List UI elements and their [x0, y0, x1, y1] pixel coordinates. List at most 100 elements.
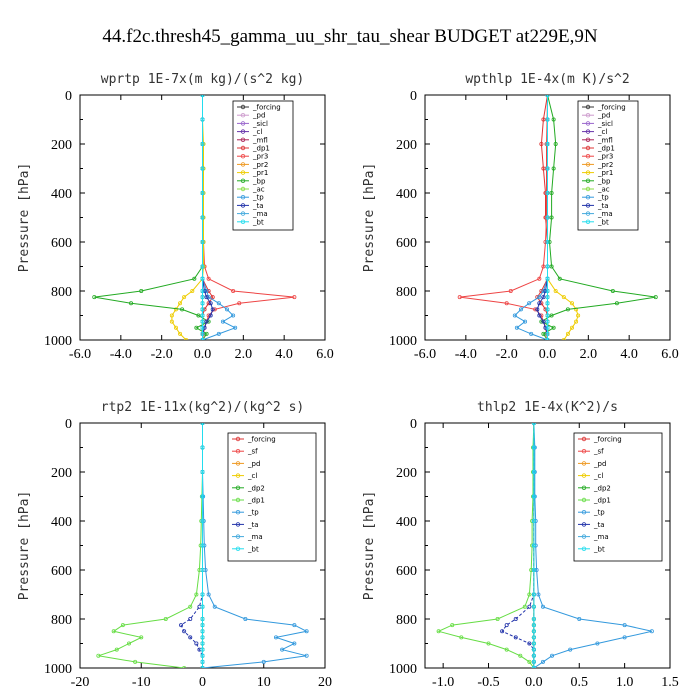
- legend-box: [227, 432, 317, 562]
- legend-label: _tp: [593, 509, 605, 517]
- x-tick-label: -10: [132, 675, 151, 690]
- y-tick-label: 200: [51, 138, 72, 153]
- y-tick-label: 800: [396, 613, 417, 628]
- y-tick-label: 800: [51, 285, 72, 300]
- data-point: [614, 301, 619, 306]
- legend-label: _bp: [597, 177, 611, 185]
- data-point: [610, 288, 615, 293]
- data-point: [200, 166, 205, 171]
- data-point: [537, 276, 542, 281]
- data-point: [200, 635, 205, 640]
- legend-marker: [240, 219, 246, 224]
- data-point: [518, 307, 523, 312]
- data-point: [111, 629, 116, 634]
- legend-label: _bt: [597, 218, 609, 226]
- legend-marker: [240, 178, 246, 183]
- data-point: [114, 647, 119, 652]
- data-point: [200, 117, 205, 122]
- data-point: [436, 629, 441, 634]
- data-point: [529, 568, 534, 573]
- data-point: [206, 592, 211, 597]
- data-point: [200, 568, 205, 573]
- x-tick-label: 0.5: [571, 675, 589, 690]
- data-point: [527, 592, 532, 597]
- chart-panel-1: wprtp 1E-7x(m kg)/(s^2 kg) Pressure [hPa]…: [17, 72, 334, 362]
- data-point: [504, 623, 509, 628]
- data-point: [261, 659, 266, 664]
- x-tick-label: 0.0: [525, 675, 543, 690]
- data-point: [200, 313, 205, 318]
- x-tick-label: -6.0: [414, 347, 436, 362]
- data-point: [549, 215, 554, 220]
- legend-marker: [240, 186, 246, 192]
- data-point: [200, 215, 205, 220]
- data-point: [549, 190, 554, 195]
- data-point: [292, 295, 297, 300]
- data-point: [200, 307, 205, 312]
- data-point: [182, 295, 187, 300]
- legend-label: _pr3: [597, 153, 613, 161]
- data-point: [534, 568, 539, 573]
- data-point: [649, 629, 654, 634]
- data-point: [208, 313, 213, 318]
- data-point: [200, 276, 205, 281]
- data-point: [194, 325, 199, 330]
- data-point: [531, 519, 536, 524]
- legend-marker: [240, 153, 246, 159]
- x-tick-label: -4.0: [110, 347, 132, 362]
- data-point: [196, 313, 201, 318]
- data-point: [450, 623, 455, 628]
- legend-marker: [235, 510, 241, 515]
- data-point: [576, 313, 581, 318]
- data-point: [292, 641, 297, 646]
- data-point: [243, 617, 248, 622]
- legend-marker: [581, 522, 587, 527]
- data-point: [200, 623, 205, 628]
- data-point: [457, 295, 462, 300]
- data-point: [190, 288, 195, 293]
- x-tick-label: 20: [318, 675, 332, 690]
- data-point: [200, 288, 205, 293]
- data-point: [574, 319, 579, 324]
- data-point: [541, 331, 546, 336]
- legend-label: _cl: [593, 472, 603, 480]
- data-point: [595, 641, 600, 646]
- legend: _forcing_pd_sicl_cl_mfl_dp1_pr3_pr2_pr1_…: [232, 100, 294, 231]
- data-point: [192, 276, 197, 281]
- legend: _forcing_pd_sicl_cl_mfl_dp1_pr3_pr2_pr1_…: [577, 100, 639, 231]
- data-point: [208, 301, 213, 306]
- y-tick-label: 200: [396, 138, 417, 153]
- data-point: [545, 295, 550, 300]
- data-point: [541, 264, 546, 269]
- data-point: [200, 641, 205, 646]
- panel-title: wpthlp 1E-4x(m K)/s^2: [465, 72, 629, 87]
- y-tick-label: 1000: [44, 662, 72, 677]
- x-tick-label: 1.0: [616, 675, 634, 690]
- legend-marker: [581, 497, 587, 503]
- data-point: [200, 659, 205, 664]
- data-point: [200, 666, 205, 668]
- data-point: [173, 307, 178, 312]
- legend-marker: [235, 461, 241, 466]
- series-line: [94, 95, 210, 340]
- data-point: [527, 301, 532, 306]
- legend-label: _dp2: [593, 484, 611, 492]
- x-tick-label: -2.0: [151, 347, 173, 362]
- y-axis-label: Pressure [hPa]: [17, 491, 32, 601]
- legend-marker: [240, 129, 246, 134]
- data-point: [622, 635, 627, 640]
- legend-label: _pd: [252, 112, 265, 120]
- legend-box: [573, 432, 663, 562]
- legend-marker: [585, 194, 591, 200]
- data-point: [486, 641, 491, 646]
- legend-marker: [240, 211, 246, 216]
- y-tick-label: 0: [65, 89, 72, 104]
- data-point: [200, 95, 205, 97]
- data-point: [184, 338, 189, 340]
- data-point: [280, 647, 285, 652]
- data-point: [169, 319, 174, 324]
- data-point: [545, 264, 550, 269]
- y-tick-label: 0: [410, 417, 417, 432]
- data-point: [500, 629, 505, 634]
